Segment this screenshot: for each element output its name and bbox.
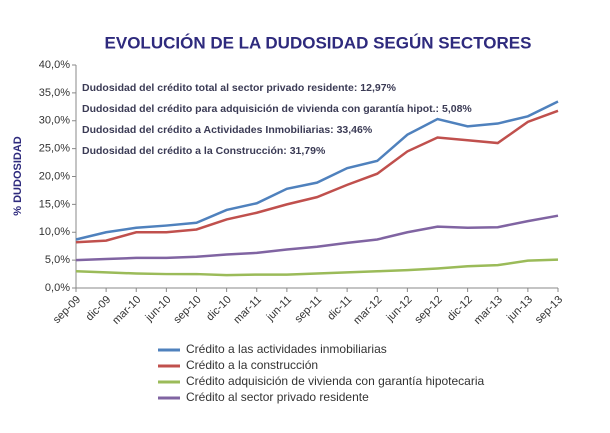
series-line [75, 258, 559, 277]
series-line [75, 100, 559, 241]
annotation: Dudosidad del crédito a la Construcción:… [82, 145, 326, 157]
x-tick-label: sep-13 [533, 294, 565, 326]
series-line [75, 109, 559, 244]
legend-label: Crédito al sector privado residente [186, 390, 369, 404]
x-tick-label: mar-10 [110, 294, 143, 327]
legend-label: Crédito a la construcción [186, 358, 318, 372]
annotation: Dudosidad del crédito para adquisición d… [82, 103, 472, 115]
y-tick-label: 40,0% [39, 59, 70, 71]
x-tick-label: sep-09 [51, 294, 83, 326]
legend-label: Crédito a las actividades inmobiliarias [186, 342, 387, 356]
x-tick-label: sep-10 [171, 294, 203, 326]
x-tick-label: mar-12 [351, 294, 384, 327]
x-tick-label: mar-11 [231, 294, 264, 327]
x-tick-label: dic-09 [84, 294, 114, 324]
legend-label: Crédito adquisición de vivienda con gara… [186, 374, 485, 388]
series-line [75, 214, 559, 262]
y-tick-label: 35,0% [39, 87, 70, 99]
x-tick-label: jun-12 [384, 294, 415, 325]
y-tick-label: 15,0% [39, 198, 70, 210]
y-tick-label: 20,0% [39, 170, 70, 182]
x-tick-label: dic-12 [445, 294, 475, 324]
y-tick-label: 10,0% [39, 226, 70, 238]
x-tick-label: jun-11 [264, 294, 294, 324]
y-tick-label: 0,0% [45, 282, 70, 294]
x-tick-label: mar-13 [472, 294, 505, 327]
chart-title: EVOLUCIÓN DE LA DUDOSIDAD SEGÚN SECTORES [105, 33, 532, 52]
y-tick-label: 25,0% [39, 143, 70, 155]
x-tick-label: sep-12 [412, 294, 444, 326]
x-tick-label: jun-13 [504, 294, 535, 325]
y-tick-label: 5,0% [45, 254, 70, 266]
x-tick-label: sep-11 [292, 294, 324, 326]
annotation: Dudosidad del crédito a Actividades Inmo… [82, 124, 373, 136]
y-tick-label: 30,0% [39, 115, 70, 127]
x-tick-label: dic-10 [204, 294, 234, 324]
y-axis-label: % DUDOSIDAD [12, 136, 24, 216]
x-tick-label: jun-10 [143, 294, 174, 325]
x-tick-label: dic-11 [325, 294, 354, 323]
annotation: Dudosidad del crédito total al sector pr… [82, 82, 397, 94]
